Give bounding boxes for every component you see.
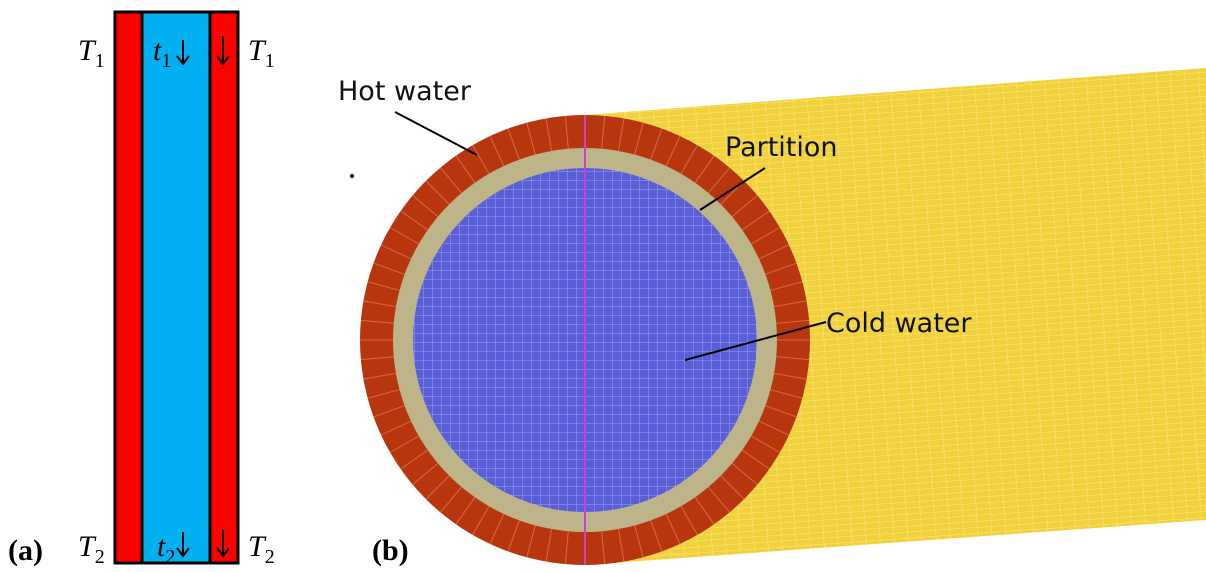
- symbol-label: T2: [248, 530, 275, 568]
- hot-channel: [210, 12, 238, 563]
- symbol-label: T1: [78, 34, 105, 72]
- figure: T1t1T1T2t2T2 (a) Hot water Partition Col…: [0, 0, 1206, 572]
- hot-channel: [115, 12, 142, 563]
- callout: Cold water: [826, 308, 972, 339]
- subscript: 1: [95, 50, 105, 72]
- subscript: 2: [265, 546, 275, 568]
- panel-tag: (b): [372, 534, 409, 567]
- symbol-label: T2: [78, 530, 105, 568]
- callout: Hot water: [338, 76, 472, 107]
- callout: Partition: [725, 132, 838, 163]
- panel-tag: (a): [8, 534, 43, 567]
- subscript: 1: [161, 50, 171, 72]
- cold-channel: [142, 12, 210, 563]
- subscript: 2: [95, 546, 105, 568]
- dot: [350, 174, 354, 178]
- symbol-label: T1: [248, 34, 275, 72]
- subscript: 2: [165, 546, 175, 568]
- subscript: 1: [265, 50, 275, 72]
- panel-b: Hot water Partition Cold water (b): [338, 68, 1206, 567]
